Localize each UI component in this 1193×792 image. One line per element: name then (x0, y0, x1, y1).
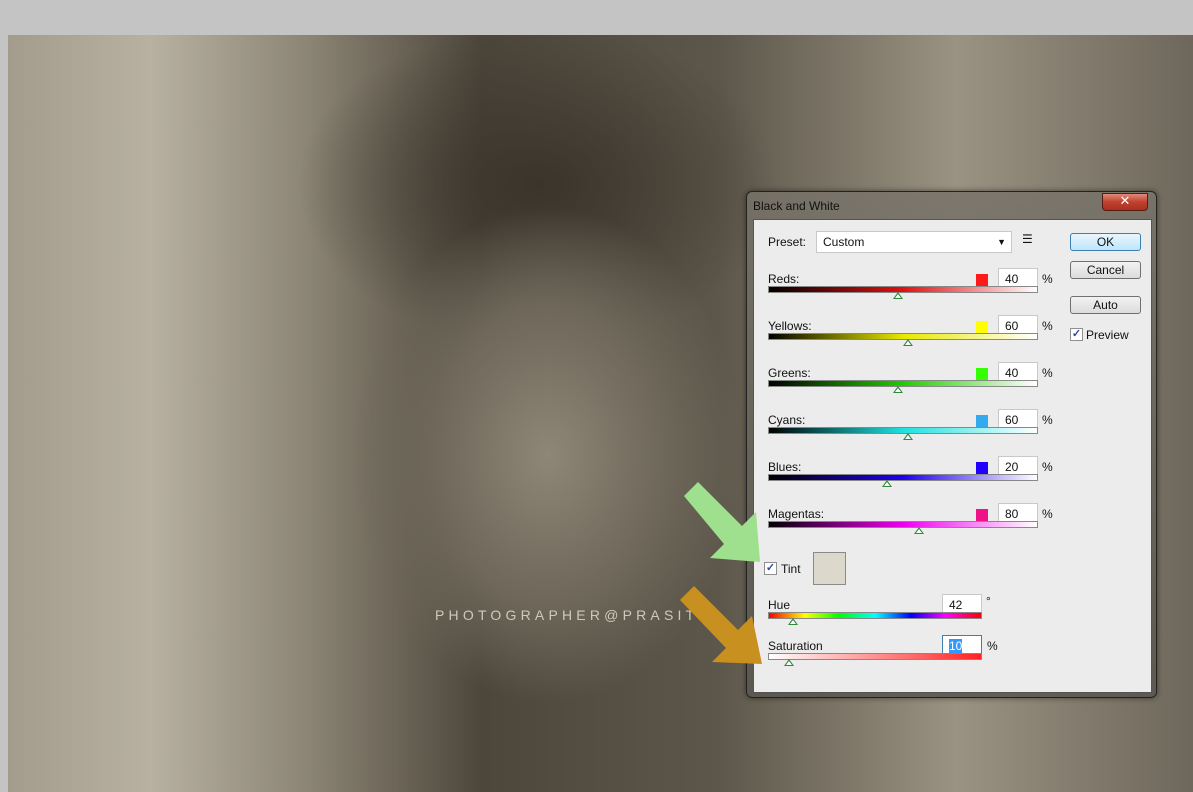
watermark: PHOTOGRAPHER@PRASITT (435, 607, 712, 623)
preset-options-icon[interactable]: ☰ (1022, 232, 1033, 246)
yellows-color-swatch (976, 321, 988, 333)
cyans-input[interactable]: 60 (998, 409, 1038, 431)
magentas-color-swatch (976, 509, 988, 521)
magentas-label: Magentas: (768, 507, 825, 521)
tint-color-swatch[interactable] (813, 552, 846, 585)
green-arrow-icon (684, 482, 760, 562)
tint-checkbox[interactable]: ✓ (764, 562, 777, 575)
magentas-input[interactable]: 80 (998, 503, 1038, 525)
saturation-label: Saturation (768, 639, 823, 653)
preview-checkbox[interactable]: ✓ (1070, 328, 1083, 341)
preset-label: Preset: (768, 235, 807, 249)
saturation-value: 10 (949, 639, 963, 653)
blues-slider-track[interactable] (768, 474, 1038, 481)
hue-slider-track[interactable] (768, 612, 982, 619)
cyans-unit: % (1042, 413, 1053, 427)
magentas-slider-track[interactable] (768, 521, 1038, 528)
hue-slider-thumb[interactable] (787, 618, 798, 625)
greens-input[interactable]: 40 (998, 362, 1038, 384)
magentas-unit: % (1042, 507, 1053, 521)
cancel-button[interactable]: Cancel (1070, 261, 1141, 279)
chevron-down-icon: ▼ (997, 237, 1006, 247)
preset-select[interactable]: Custom ▼ (816, 231, 1012, 253)
ok-button[interactable]: OK (1070, 233, 1141, 251)
greens-color-swatch (976, 368, 988, 380)
yellows-slider-thumb[interactable] (903, 339, 914, 346)
reds-unit: % (1042, 272, 1053, 286)
saturation-input[interactable]: 10 (942, 635, 982, 657)
hue-label: Hue (768, 598, 791, 612)
saturation-unit: % (987, 639, 998, 653)
yellows-slider-track[interactable] (768, 333, 1038, 340)
reds-slider-track[interactable] (768, 286, 1038, 293)
yellows-label: Yellows: (768, 319, 812, 333)
greens-label: Greens: (768, 366, 811, 380)
hue-unit: ° (986, 594, 991, 608)
preview-label: Preview (1086, 328, 1129, 342)
close-button[interactable]: ✕ (1102, 193, 1148, 211)
blues-color-swatch (976, 462, 988, 474)
reds-slider-thumb[interactable] (892, 292, 903, 299)
blues-slider-thumb[interactable] (881, 480, 892, 487)
saturation-slider-track[interactable] (768, 653, 982, 660)
cyans-color-swatch (976, 415, 988, 427)
auto-button[interactable]: Auto (1070, 296, 1141, 314)
greens-slider-track[interactable] (768, 380, 1038, 387)
greens-unit: % (1042, 366, 1053, 380)
cyans-slider-thumb[interactable] (903, 433, 914, 440)
hue-input[interactable]: 42 (942, 594, 982, 616)
reds-label: Reds: (768, 272, 800, 286)
tint-label: Tint (781, 562, 801, 576)
yellows-input[interactable]: 60 (998, 315, 1038, 337)
saturation-slider-thumb[interactable] (784, 659, 795, 666)
preset-value: Custom (823, 235, 865, 249)
cyans-label: Cyans: (768, 413, 806, 427)
reds-input[interactable]: 40 (998, 268, 1038, 290)
orange-arrow-icon (680, 586, 762, 664)
dialog-title: Black and White (753, 199, 840, 213)
greens-slider-thumb[interactable] (892, 386, 903, 393)
blues-unit: % (1042, 460, 1053, 474)
cyans-slider-track[interactable] (768, 427, 1038, 434)
magentas-slider-thumb[interactable] (914, 527, 925, 534)
reds-color-swatch (976, 274, 988, 286)
blues-label: Blues: (768, 460, 802, 474)
black-and-white-dialog: Black and White ✕ Preset: Custom ▼ ☰ OK … (746, 191, 1157, 698)
dialog-panel: Preset: Custom ▼ ☰ OK Cancel Auto ✓ Prev… (753, 219, 1152, 693)
yellows-unit: % (1042, 319, 1053, 333)
